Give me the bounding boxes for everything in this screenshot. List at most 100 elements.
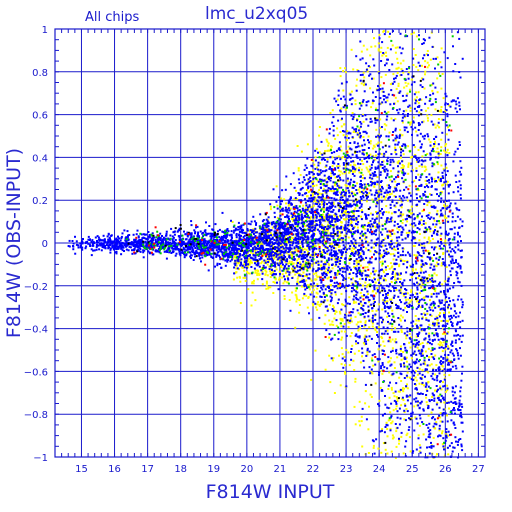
scatter-point-yellow xyxy=(381,337,384,340)
scatter-point-blue xyxy=(420,290,423,292)
scatter-point-yellow xyxy=(447,276,450,279)
scatter-point-blue xyxy=(401,145,404,147)
scatter-point-yellow xyxy=(402,59,405,62)
scatter-point-blue xyxy=(147,246,150,249)
scatter-point-blue xyxy=(456,240,459,243)
scatter-point-blue xyxy=(391,247,394,250)
scatter-point-blue xyxy=(289,198,292,201)
scatter-point-blue xyxy=(280,255,283,258)
scatter-point-blue xyxy=(459,335,462,338)
scatter-point-blue xyxy=(386,424,389,427)
scatter-point-blue xyxy=(302,279,305,282)
scatter-point-yellow xyxy=(269,276,272,278)
scatter-point-blue xyxy=(392,30,394,33)
scatter-point-blue xyxy=(454,251,457,254)
scatter-point-blue xyxy=(306,242,309,245)
scatter-point-blue xyxy=(439,226,442,229)
scatter-point-yellow xyxy=(359,424,361,427)
scatter-point-yellow xyxy=(330,145,333,148)
scatter-point-blue xyxy=(397,295,400,298)
scatter-point-yellow xyxy=(368,263,371,266)
scatter-point-yellow xyxy=(386,315,389,318)
scatter-point-blue xyxy=(399,272,402,275)
scatter-point-yellow xyxy=(443,205,446,208)
scatter-point-blue xyxy=(321,274,324,277)
scatter-point-yellow xyxy=(372,444,375,447)
scatter-point-blue xyxy=(344,235,347,238)
scatter-point-yellow xyxy=(334,183,337,185)
scatter-point-yellow xyxy=(353,369,356,371)
scatter-point-blue xyxy=(388,307,391,310)
scatter-point-blue xyxy=(311,182,314,185)
scatter-point-blue xyxy=(384,244,387,247)
scatter-point-blue xyxy=(417,340,420,343)
scatter-point-blue xyxy=(416,257,419,260)
scatter-point-yellow xyxy=(398,390,401,393)
scatter-point-yellow xyxy=(357,329,360,332)
scatter-point-blue xyxy=(326,203,328,206)
scatter-point-blue xyxy=(454,220,457,223)
scatter-point-yellow xyxy=(277,278,280,281)
scatter-point-yellow xyxy=(418,111,421,114)
scatter-point-yellow xyxy=(362,84,365,87)
scatter-point-blue xyxy=(238,241,240,243)
scatter-point-blue xyxy=(317,253,320,256)
scatter-point-blue xyxy=(458,264,461,267)
scatter-point-blue xyxy=(298,182,301,185)
scatter-point-blue xyxy=(399,388,402,391)
scatter-point-yellow xyxy=(380,196,383,199)
scatter-point-yellow xyxy=(421,376,424,379)
scatter-point-blue xyxy=(368,279,371,281)
scatter-point-yellow xyxy=(259,228,261,231)
scatter-point-blue xyxy=(281,245,284,248)
scatter-point-blue xyxy=(352,180,355,183)
scatter-point-blue xyxy=(445,296,448,299)
scatter-point-blue xyxy=(458,281,461,284)
scatter-point-yellow xyxy=(439,234,442,237)
scatter-point-blue xyxy=(439,308,442,311)
scatter-point-yellow xyxy=(291,254,293,257)
scatter-point-blue xyxy=(446,387,449,390)
scatter-point-yellow xyxy=(410,298,413,301)
scatter-point-blue xyxy=(385,189,388,192)
scatter-point-blue xyxy=(204,244,207,247)
scatter-point-blue xyxy=(281,241,284,243)
scatter-point-yellow xyxy=(408,332,411,335)
scatter-point-blue xyxy=(148,246,151,249)
scatter-point-yellow xyxy=(402,364,405,366)
scatter-point-yellow xyxy=(363,76,366,79)
scatter-point-blue xyxy=(415,307,418,310)
scatter-point-blue xyxy=(411,222,414,225)
scatter-point-blue xyxy=(231,246,234,249)
scatter-point-blue xyxy=(384,310,387,313)
scatter-point-yellow xyxy=(239,276,241,279)
scatter-point-yellow xyxy=(327,223,329,226)
scatter-point-blue xyxy=(406,410,409,413)
scatter-point-blue xyxy=(402,228,405,231)
scatter-point-yellow xyxy=(363,325,366,328)
scatter-point-blue xyxy=(330,210,333,213)
scatter-point-yellow xyxy=(256,278,259,281)
scatter-point-yellow xyxy=(412,244,415,247)
scatter-point-yellow xyxy=(362,189,365,192)
scatter-point-yellow xyxy=(269,208,272,211)
scatter-point-blue xyxy=(417,61,420,64)
scatter-point-yellow xyxy=(260,262,263,265)
scatter-point-yellow xyxy=(356,132,359,135)
scatter-point-blue xyxy=(451,220,454,223)
scatter-point-blue xyxy=(355,258,358,261)
scatter-point-yellow xyxy=(390,450,393,453)
scatter-point-blue xyxy=(313,232,315,235)
scatter-point-yellow xyxy=(295,189,297,192)
scatter-point-blue xyxy=(302,266,305,269)
scatter-point-blue xyxy=(349,215,351,218)
scatter-point-yellow xyxy=(232,278,235,281)
scatter-point-yellow xyxy=(348,321,351,324)
scatter-point-blue xyxy=(408,229,411,232)
scatter-point-blue xyxy=(363,157,366,160)
scatter-point-blue xyxy=(217,248,220,251)
scatter-point-yellow xyxy=(393,361,396,364)
scatter-point-blue xyxy=(379,316,382,319)
scatter-point-blue xyxy=(393,220,396,223)
scatter-point-yellow xyxy=(410,290,413,293)
